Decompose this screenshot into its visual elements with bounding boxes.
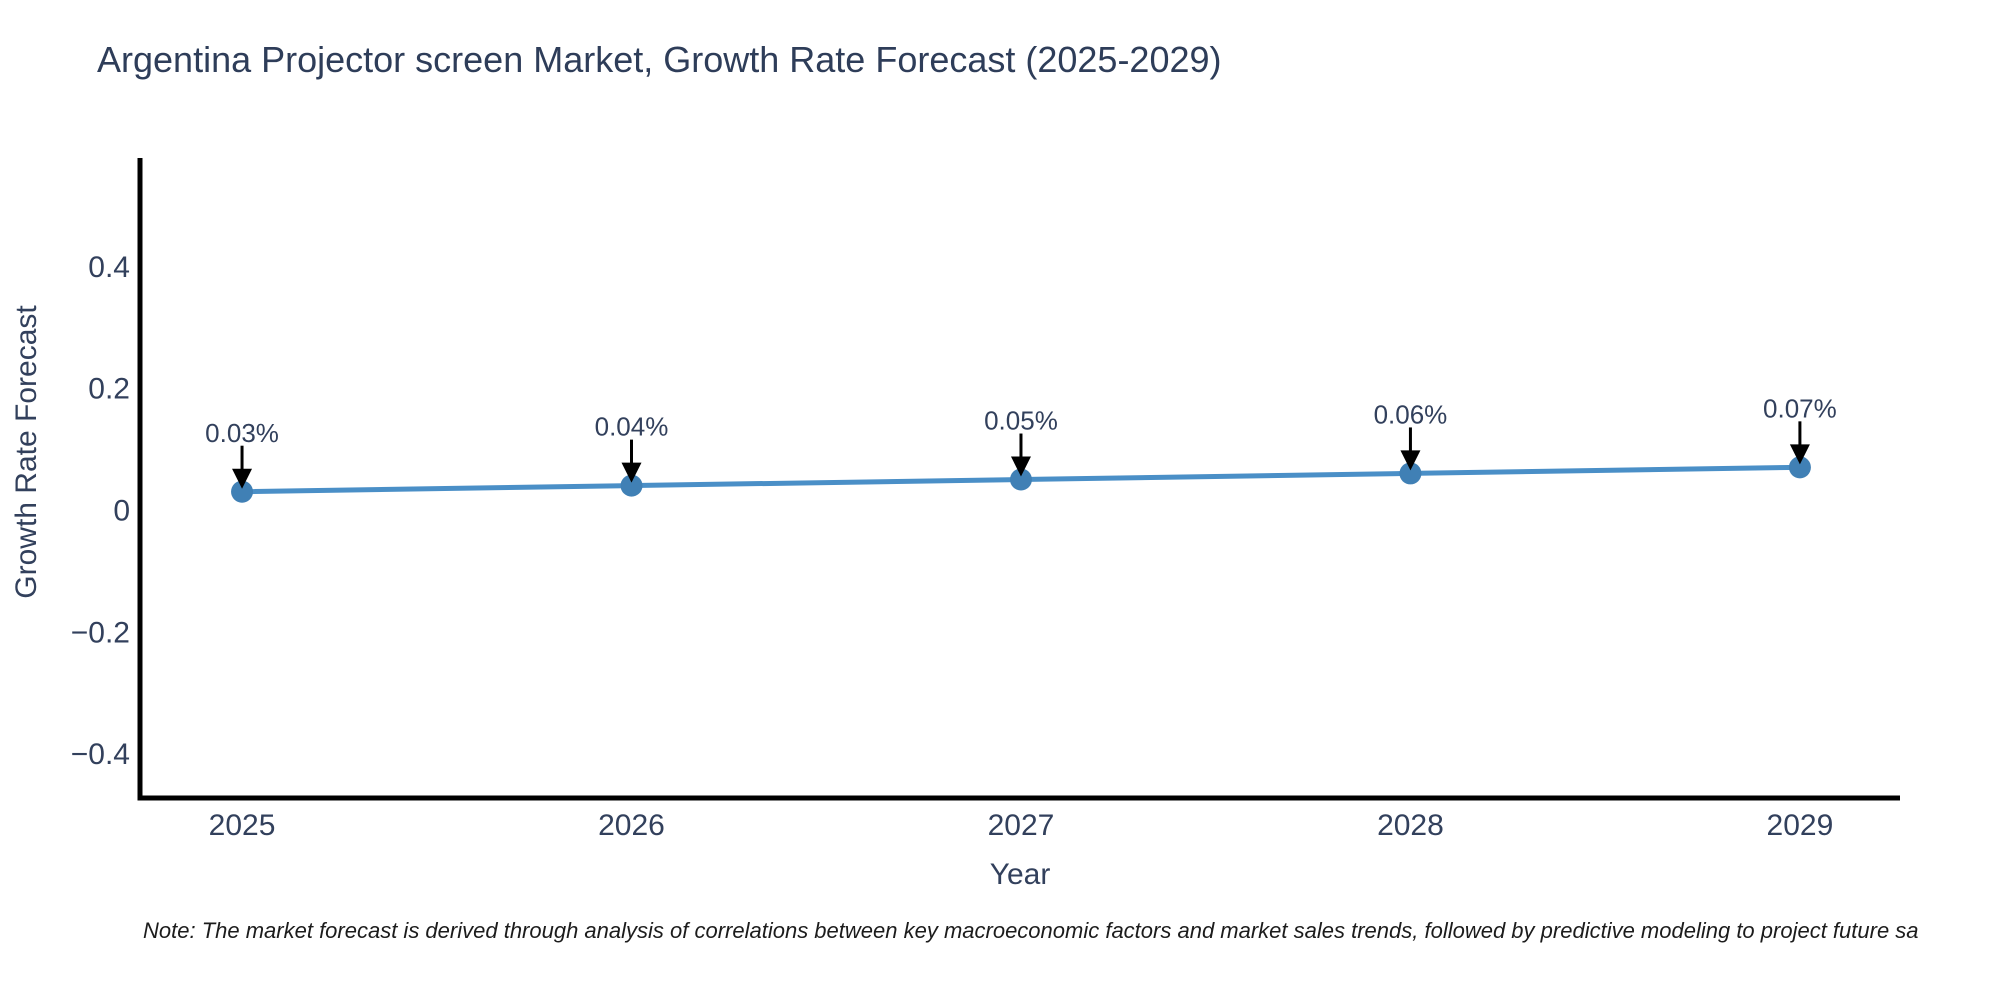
data-point-label: 0.05% bbox=[984, 406, 1058, 436]
y-tick-label: −0.4 bbox=[71, 738, 130, 771]
y-axis-title: Growth Rate Forecast bbox=[10, 305, 43, 599]
chart-title: Argentina Projector screen Market, Growt… bbox=[97, 39, 1222, 80]
data-point-marker bbox=[1399, 462, 1422, 485]
data-point-marker bbox=[620, 474, 643, 497]
data-point-label: 0.04% bbox=[595, 412, 669, 442]
x-axis-title: Year bbox=[989, 858, 1051, 891]
x-tick-label: 2026 bbox=[598, 809, 665, 842]
annotation-arrowhead-icon bbox=[232, 468, 253, 489]
annotation-arrowhead-icon bbox=[621, 462, 642, 483]
data-point-marker bbox=[1009, 468, 1032, 491]
x-tick-label: 2025 bbox=[209, 809, 276, 842]
x-tick-label: 2027 bbox=[988, 809, 1055, 842]
y-tick-label: 0.2 bbox=[88, 373, 130, 406]
y-tick-label: −0.2 bbox=[71, 616, 130, 649]
annotation-arrowhead-icon bbox=[1400, 450, 1421, 471]
x-tick-label: 2028 bbox=[1377, 809, 1444, 842]
annotation-arrowhead-icon bbox=[1010, 456, 1031, 477]
data-point-label: 0.07% bbox=[1763, 393, 1837, 423]
annotation-arrowhead-icon bbox=[1789, 444, 1810, 465]
data-point-label: 0.03% bbox=[205, 418, 279, 448]
data-point-marker bbox=[231, 480, 254, 503]
y-tick-label: 0.4 bbox=[88, 251, 130, 284]
data-point-marker bbox=[1788, 456, 1811, 479]
footnote: Note: The market forecast is derived thr… bbox=[143, 918, 1919, 943]
data-point-label: 0.06% bbox=[1374, 400, 1448, 430]
x-tick-label: 2029 bbox=[1767, 809, 1834, 842]
plot-area: 0.4 0.2 0 −0.2 −0.4 2025 2026 2027 2028 2029 0.03%… bbox=[71, 158, 1900, 842]
y-tick-label: 0 bbox=[113, 494, 130, 527]
